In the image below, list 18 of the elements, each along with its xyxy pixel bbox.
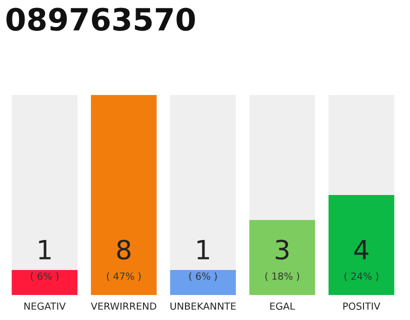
- data-label: 1: [198, 240, 209, 260]
- x-tick-label: NEGATIV: [24, 302, 66, 310]
- data-label: 8: [117, 240, 130, 260]
- bar: [170, 270, 236, 295]
- annotation: ( 6% ): [189, 272, 217, 281]
- data-label: 3: [276, 240, 288, 260]
- data-label: 1: [39, 240, 51, 260]
- annotation: ( 47% ): [106, 272, 141, 281]
- x-tick-label: POSITIV: [343, 302, 380, 310]
- annotation: ( 18% ): [265, 272, 300, 281]
- x-tick-label: EGAL: [270, 302, 296, 310]
- bar: [12, 270, 78, 295]
- annotation: ( 24% ): [344, 272, 378, 281]
- x-tick-label: UNBEKANNTE: [170, 302, 236, 310]
- annotation: ( 6% ): [30, 272, 58, 281]
- x-tick-label: VERWIRREND: [90, 302, 156, 310]
- chart-title: 089763570: [6, 8, 195, 31]
- data-label: 4: [354, 240, 368, 260]
